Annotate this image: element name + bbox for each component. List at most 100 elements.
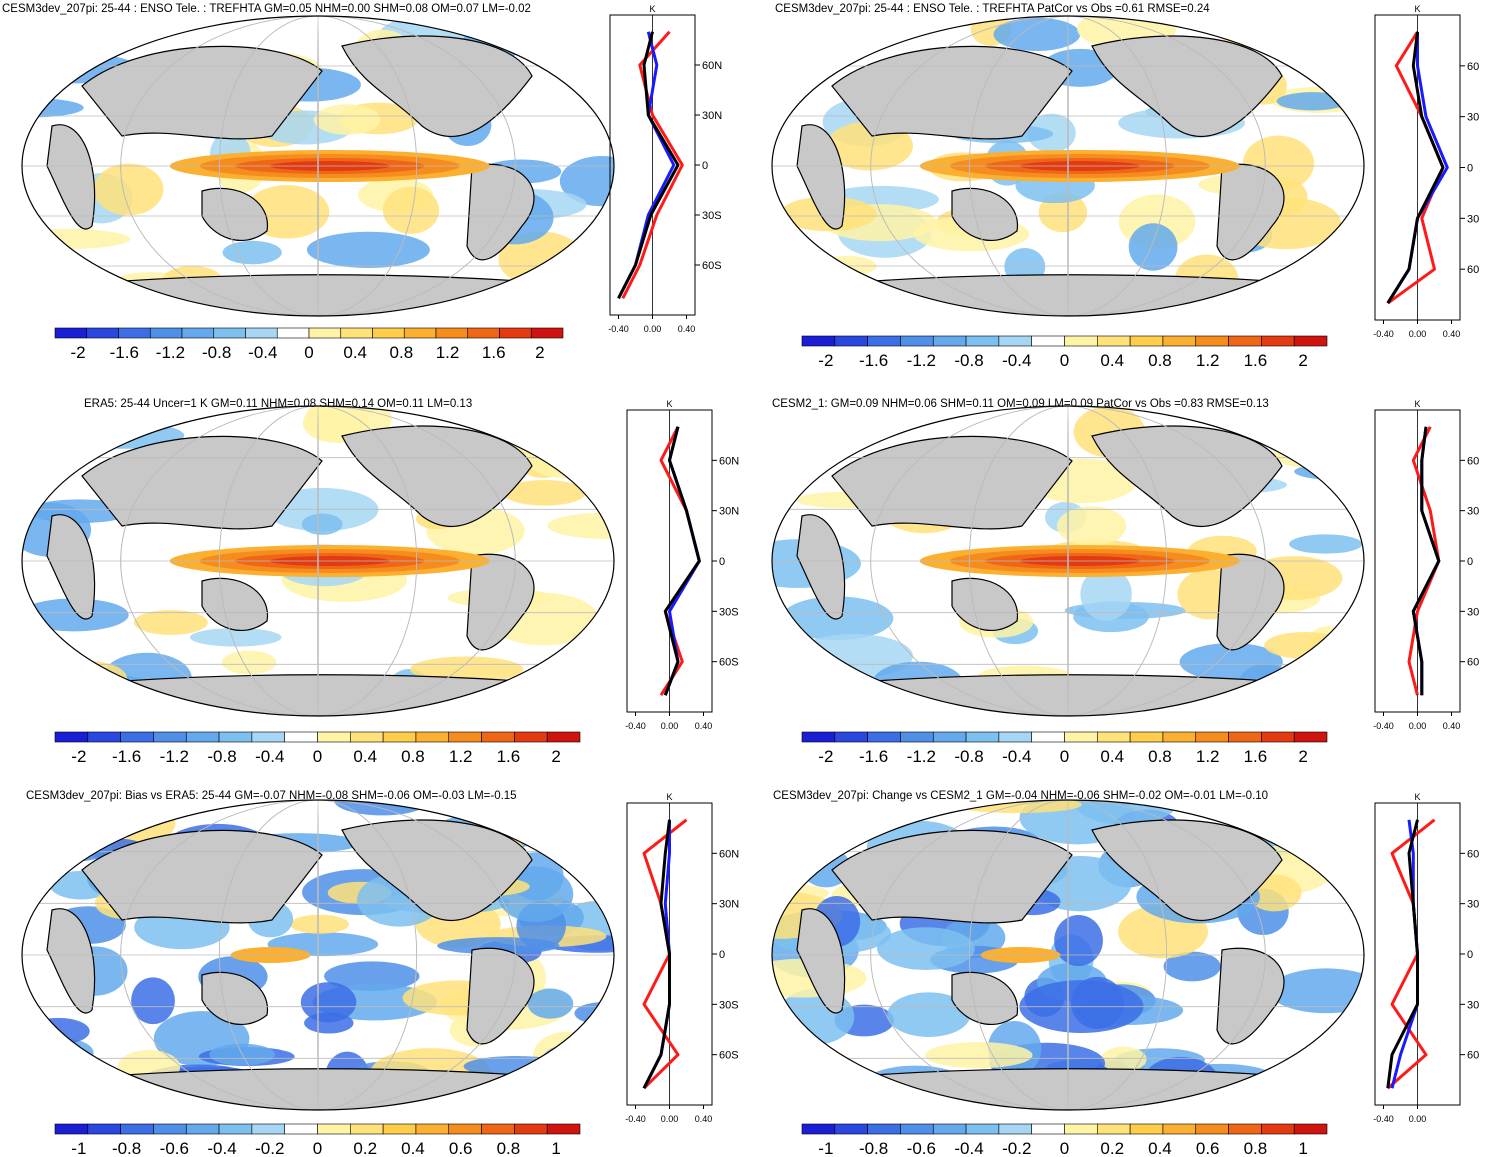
x-tick-label: 0.00 bbox=[661, 1114, 679, 1124]
colorbar-label: 0.4 bbox=[343, 343, 367, 362]
colorbar-label: 0.8 bbox=[1244, 1139, 1268, 1157]
anomaly-blob bbox=[1054, 914, 1103, 967]
land-south-america bbox=[466, 553, 535, 651]
graticule-lon bbox=[1067, 800, 1069, 1110]
land-north-america bbox=[1091, 35, 1283, 138]
x-tick-label: -0.40 bbox=[1373, 1114, 1394, 1124]
colorbar-label: 0.6 bbox=[449, 1139, 473, 1157]
graticule-lon bbox=[218, 406, 418, 716]
land-australia bbox=[201, 187, 269, 241]
colorbar-swatch bbox=[546, 1123, 581, 1135]
land-antarctica bbox=[61, 1068, 583, 1110]
colorbar-swatch bbox=[965, 335, 1000, 347]
colorbar-swatch bbox=[1228, 335, 1262, 347]
land-antarctica bbox=[811, 274, 1333, 316]
anomaly-blob bbox=[559, 155, 614, 207]
colorbar-swatch bbox=[1064, 1123, 1098, 1135]
colorbar-swatch bbox=[1195, 731, 1229, 743]
colorbar-label: -0.6 bbox=[907, 1139, 936, 1157]
anomaly-blob bbox=[300, 982, 357, 1023]
land-north-america bbox=[1091, 425, 1283, 528]
x-tick-label: 0.00 bbox=[644, 324, 662, 334]
x-tick-label: -0.40 bbox=[608, 324, 629, 334]
zonal-profile-5: K 60N 30N 0 30S 60S -0.40 0.00 0.40 bbox=[625, 792, 739, 1124]
colorbar-1: -2 -1.6 -1.2 -0.8 -0.4 0 0.4 0.8 1.2 1.6 2 bbox=[54, 327, 564, 362]
profile-line-black bbox=[663, 426, 701, 696]
colorbar-label: -2 bbox=[71, 343, 86, 362]
colorbar-label: 2 bbox=[1298, 747, 1307, 766]
colorbar-swatch bbox=[1129, 1123, 1164, 1135]
lat-label: 30 bbox=[1467, 112, 1479, 124]
anomaly-blob bbox=[53, 292, 126, 311]
map-panel-5 bbox=[21, 799, 615, 1111]
colorbar-swatch bbox=[965, 731, 1000, 743]
anomaly-blob bbox=[306, 231, 430, 268]
anomaly-blob bbox=[22, 252, 65, 279]
land-south-america bbox=[1216, 163, 1285, 261]
colorbar-5: -1 -0.8 -0.6 -0.4 -0.2 0 0.2 0.4 0.6 0.8 1 bbox=[54, 1123, 581, 1157]
lat-label: 30N bbox=[702, 110, 722, 122]
colorbar-swatch bbox=[481, 731, 515, 743]
colorbar-label: -0.8 bbox=[859, 1139, 888, 1157]
anomaly-blob bbox=[313, 104, 381, 135]
land-australia bbox=[951, 577, 1019, 631]
colorbar-label: 1 bbox=[1298, 1139, 1307, 1157]
anomaly-blob bbox=[324, 961, 420, 991]
anomaly-blob bbox=[27, 1017, 90, 1045]
lat-label: 30S bbox=[719, 606, 739, 618]
anomaly-blob bbox=[791, 283, 897, 316]
x-tick-label: 0.00 bbox=[661, 721, 679, 731]
lat-label: 30 bbox=[1467, 213, 1479, 225]
colorbar-label: -1.6 bbox=[859, 351, 888, 370]
colorbar-swatch bbox=[801, 1123, 836, 1135]
land-australia bbox=[951, 971, 1019, 1025]
anomaly-blob bbox=[504, 806, 614, 830]
colorbar-swatch bbox=[218, 731, 253, 743]
lat-label: 60 bbox=[1467, 848, 1479, 860]
colorbar-label: -0.6 bbox=[160, 1139, 189, 1157]
anomaly-blob bbox=[487, 281, 610, 303]
colorbar-swatch bbox=[867, 335, 901, 347]
graticule-lon bbox=[317, 406, 319, 716]
graticule-lon bbox=[1067, 16, 1069, 316]
map-panel-1 bbox=[21, 15, 615, 317]
colorbar-swatch bbox=[276, 327, 310, 339]
land-antarctica bbox=[61, 274, 583, 316]
lat-label: 0 bbox=[1467, 949, 1473, 961]
colorbar-swatch bbox=[834, 731, 868, 743]
colorbar-swatch bbox=[1129, 335, 1164, 347]
colorbar-swatch bbox=[1195, 335, 1229, 347]
lat-label: 0 bbox=[702, 160, 708, 172]
colorbar-label: 0.8 bbox=[1148, 747, 1172, 766]
colorbar-label: 0 bbox=[1060, 351, 1069, 370]
map-border bbox=[771, 405, 1365, 717]
land-eurasia bbox=[81, 435, 323, 530]
colorbar-label: -0.4 bbox=[207, 1139, 236, 1157]
panel-title: CESM2_1: GM=0.09 NHM=0.06 SHM=0.11 OM=0.… bbox=[772, 398, 1269, 410]
colorbar-label: 0 bbox=[304, 343, 313, 362]
graticule-lon bbox=[317, 800, 319, 1110]
graticule-lon bbox=[968, 800, 1168, 1110]
colorbar-label: 1.2 bbox=[436, 343, 460, 362]
lat-label: 60S bbox=[702, 260, 722, 272]
colorbar-swatch bbox=[965, 1123, 1000, 1135]
lat-label: 60N bbox=[719, 848, 739, 860]
colorbar-label: -1.2 bbox=[907, 351, 936, 370]
colorbar-swatch bbox=[213, 327, 246, 339]
anomaly-blob bbox=[22, 697, 73, 716]
lat-label: 60 bbox=[1467, 61, 1479, 73]
anomaly-blob bbox=[38, 660, 128, 697]
x-tick-label: -0.40 bbox=[625, 1114, 646, 1124]
profile-unit: K bbox=[1414, 399, 1420, 409]
colorbar-label: 0.8 bbox=[390, 343, 414, 362]
land-north-america bbox=[1091, 819, 1283, 922]
graticule-lon bbox=[870, 16, 1266, 316]
colorbar-label: 1.6 bbox=[497, 747, 521, 766]
anomaly-blob bbox=[1128, 223, 1178, 271]
colorbar-swatch bbox=[87, 731, 121, 743]
panel-title: CESM3dev_207pi: Change vs CESM2_1 GM=-0.… bbox=[773, 790, 1268, 802]
lat-label: 0 bbox=[719, 556, 725, 568]
anomaly-blob bbox=[1163, 951, 1221, 982]
colorbar-swatch bbox=[801, 335, 836, 347]
